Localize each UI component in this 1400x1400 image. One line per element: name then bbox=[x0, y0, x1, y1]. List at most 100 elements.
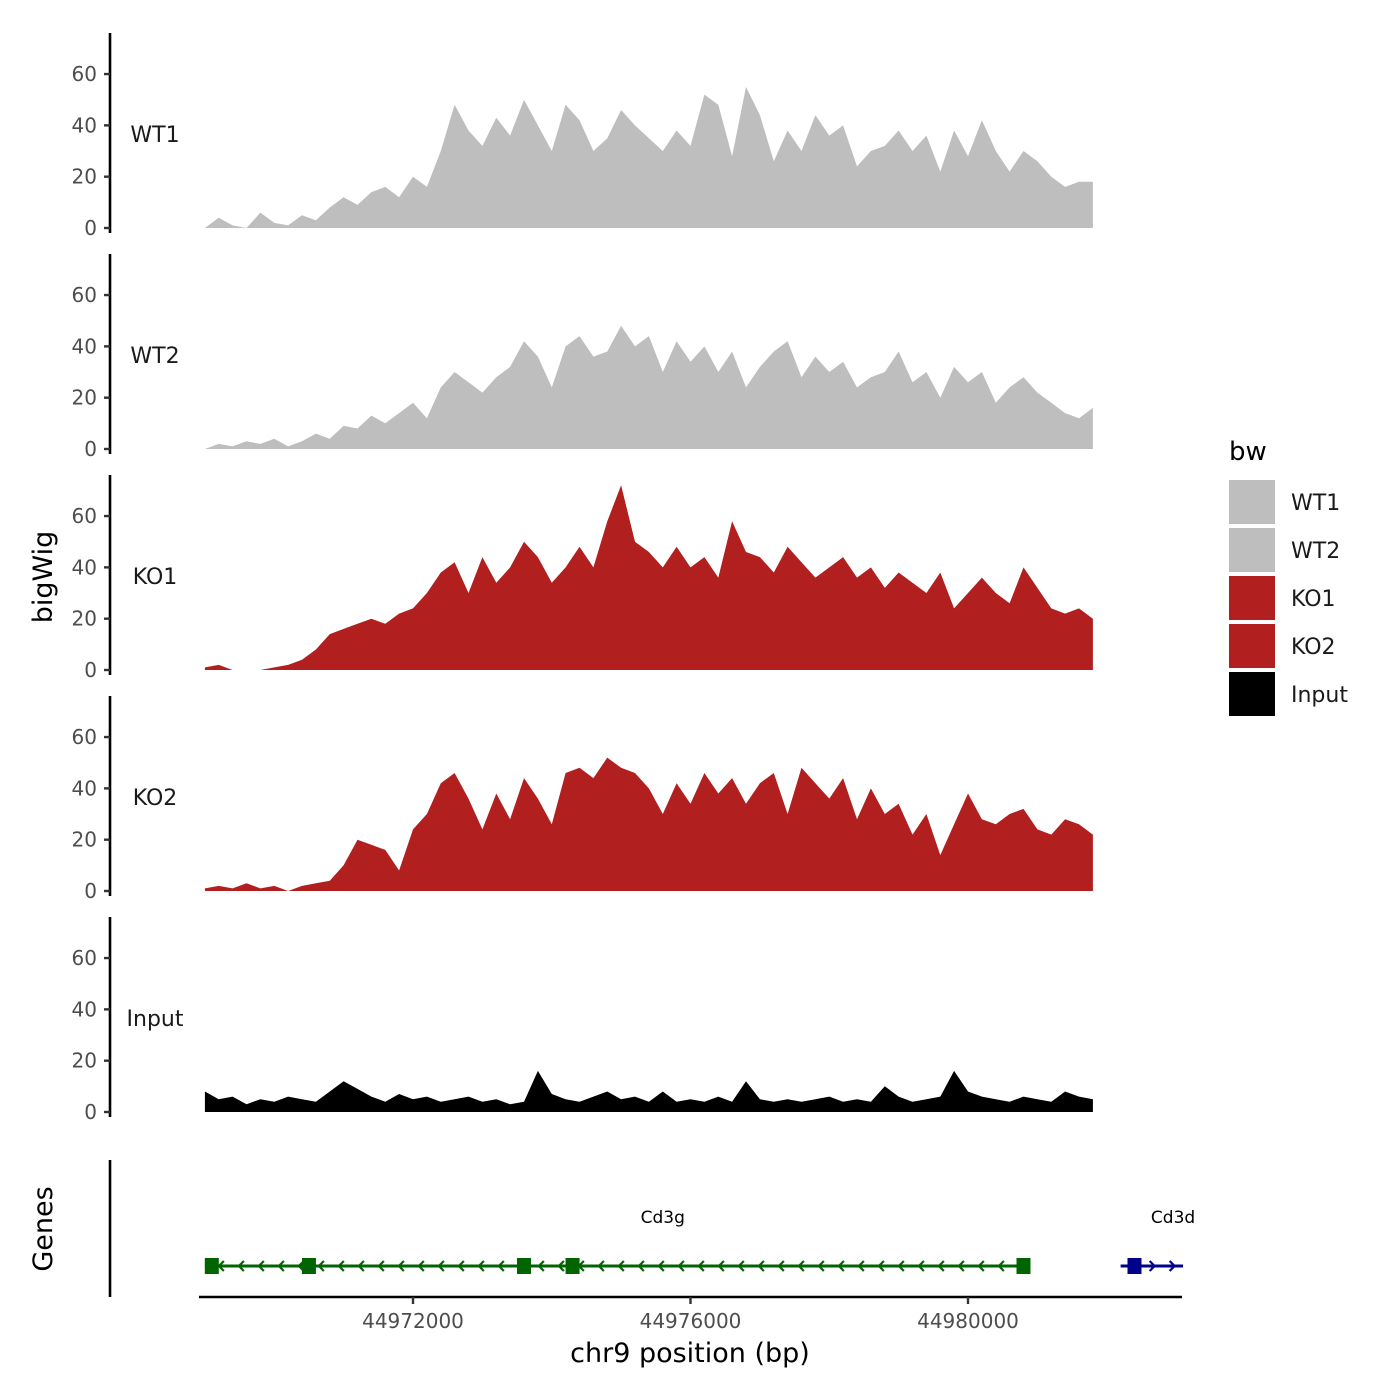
strand-arrow bbox=[417, 1260, 425, 1272]
legend-label-input: Input bbox=[1291, 683, 1348, 708]
y-tick-label: 0 bbox=[84, 437, 97, 461]
y-tick-label: 0 bbox=[84, 1100, 97, 1124]
strand-arrow bbox=[817, 1260, 825, 1272]
area-input bbox=[204, 1070, 1093, 1112]
x-tick-label: 44980000 bbox=[917, 1309, 1019, 1333]
strand-arrow bbox=[917, 1260, 925, 1272]
y-tick-label: 20 bbox=[72, 828, 97, 852]
legend: bw WT1 WT2 KO1 KO2 Input bbox=[1229, 437, 1348, 716]
strand-arrow bbox=[257, 1260, 265, 1272]
track-ko2: 0 20 40 60 KO2 bbox=[72, 696, 1093, 903]
legend-label-ko1: KO1 bbox=[1291, 587, 1336, 612]
strand-arrow bbox=[877, 1260, 885, 1272]
strand-arrow bbox=[437, 1260, 445, 1272]
exon bbox=[565, 1258, 580, 1274]
strand-arrow bbox=[777, 1260, 785, 1272]
strand-arrow bbox=[737, 1260, 745, 1272]
strand-arrow bbox=[757, 1260, 765, 1272]
strand-arrow bbox=[957, 1260, 965, 1272]
exon bbox=[517, 1258, 531, 1274]
strand-arrow bbox=[677, 1260, 685, 1272]
track-label-wt2: WT2 bbox=[130, 344, 179, 369]
strand-arrow bbox=[1168, 1260, 1177, 1272]
area-wt2 bbox=[204, 325, 1093, 449]
gene-cd3d: Cd3d bbox=[1120, 1208, 1195, 1274]
strand-arrow bbox=[997, 1260, 1005, 1272]
strand-arrow bbox=[1148, 1260, 1157, 1272]
x-axis: 44972000 44976000 44980000 bbox=[199, 1295, 1182, 1333]
y-tick-label: 60 bbox=[72, 283, 97, 307]
y-tick-label: 60 bbox=[72, 62, 97, 86]
strand-arrow bbox=[357, 1260, 365, 1272]
y-tick-label: 20 bbox=[72, 165, 97, 189]
genes-panel-title: Genes bbox=[28, 1186, 59, 1271]
x-axis-title: chr9 position (bp) bbox=[570, 1338, 810, 1369]
area-ko1 bbox=[204, 485, 1093, 670]
strand-arrow bbox=[617, 1260, 625, 1272]
y-tick-label: 40 bbox=[72, 555, 97, 579]
legend-swatch-ko2 bbox=[1229, 624, 1275, 668]
strand-arrow bbox=[977, 1260, 985, 1272]
legend-swatch-wt1 bbox=[1229, 480, 1275, 524]
strand-arrow bbox=[537, 1260, 545, 1272]
strand-arrow bbox=[397, 1260, 405, 1272]
area-wt1 bbox=[204, 86, 1093, 229]
legend-label-wt2: WT2 bbox=[1291, 539, 1340, 564]
track-ko1: 0 20 40 60 KO1 bbox=[72, 475, 1093, 682]
y-tick-label: 60 bbox=[72, 725, 97, 749]
y-tick-label: 0 bbox=[84, 658, 97, 682]
track-label-wt1: WT1 bbox=[130, 123, 179, 148]
track-label-ko1: KO1 bbox=[133, 565, 178, 590]
exon bbox=[1127, 1258, 1142, 1274]
strand-arrow bbox=[597, 1260, 605, 1272]
strand-arrow bbox=[237, 1260, 245, 1272]
legend-label-ko2: KO2 bbox=[1291, 635, 1336, 660]
legend-swatch-input bbox=[1229, 672, 1275, 716]
strand-arrow bbox=[337, 1260, 345, 1272]
track-wt1: 0 20 40 60 WT1 bbox=[72, 33, 1093, 240]
strand-arrow bbox=[717, 1260, 725, 1272]
y-tick-label: 20 bbox=[72, 607, 97, 631]
genes-panel: Cd3g Cd3d bbox=[108, 1160, 1195, 1297]
strand-arrow bbox=[217, 1260, 225, 1272]
y-tick-label: 40 bbox=[72, 776, 97, 800]
strand-arrow bbox=[377, 1260, 385, 1272]
legend-label-wt1: WT1 bbox=[1291, 491, 1340, 516]
signal-tracks: 0 20 40 60 WT1 0 20 40 60 WT2 0 20 40 60 KO1 0 20 40 60 KO2… bbox=[72, 33, 1093, 1124]
strand-arrow bbox=[857, 1260, 865, 1272]
exon bbox=[204, 1258, 219, 1274]
y-tick-label: 20 bbox=[72, 386, 97, 410]
y-tick-label: 0 bbox=[84, 216, 97, 240]
strand-arrow bbox=[837, 1260, 845, 1272]
strand-arrow bbox=[697, 1260, 705, 1272]
strand-arrow bbox=[897, 1260, 905, 1272]
y-tick-label: 0 bbox=[84, 879, 97, 903]
track-label-input: Input bbox=[127, 1007, 184, 1032]
gene-cd3g: Cd3g bbox=[204, 1208, 1031, 1274]
strand-arrow bbox=[657, 1260, 665, 1272]
area-ko2 bbox=[204, 757, 1093, 891]
strand-arrow bbox=[637, 1260, 645, 1272]
strand-arrow bbox=[457, 1260, 465, 1272]
strand-arrow bbox=[797, 1260, 805, 1272]
track-label-ko2: KO2 bbox=[133, 786, 178, 811]
exon bbox=[1016, 1258, 1031, 1274]
y-tick-label: 60 bbox=[72, 946, 97, 970]
track-wt2: 0 20 40 60 WT2 bbox=[72, 254, 1093, 461]
strand-arrow bbox=[477, 1260, 485, 1272]
x-tick-label: 44976000 bbox=[640, 1309, 742, 1333]
gene-label-cd3d: Cd3d bbox=[1151, 1208, 1195, 1228]
legend-swatch-wt2 bbox=[1229, 528, 1275, 572]
strand-arrow bbox=[497, 1260, 505, 1272]
y-tick-label: 60 bbox=[72, 504, 97, 528]
track-input: 0 20 40 60 Input bbox=[72, 917, 1093, 1124]
y-axis-title: bigWig bbox=[28, 531, 59, 624]
y-tick-label: 40 bbox=[72, 334, 97, 358]
x-tick-label: 44972000 bbox=[362, 1309, 464, 1333]
y-tick-label: 40 bbox=[72, 113, 97, 137]
y-tick-label: 20 bbox=[72, 1049, 97, 1073]
strand-arrow bbox=[557, 1260, 565, 1272]
strand-arrow bbox=[937, 1260, 945, 1272]
strand-arrow bbox=[277, 1260, 285, 1272]
strand-arrow bbox=[317, 1260, 325, 1272]
